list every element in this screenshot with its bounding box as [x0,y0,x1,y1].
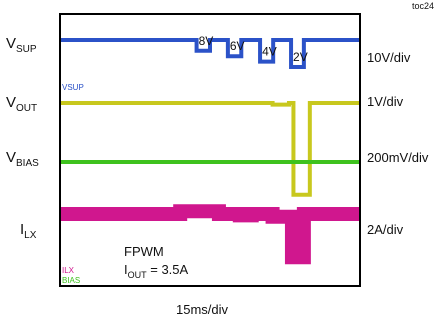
vsup-label: VSUP [6,35,37,55]
vsup-small-label: VSUP [62,83,84,92]
ilx-small-label: ILX [62,266,75,275]
vsup-step-label: 2V [293,50,308,64]
time-scale-label: 15ms/div [176,302,229,317]
plot-frame [59,13,361,287]
ilx-label: ILX [20,221,37,241]
traces [61,38,359,265]
bias-small-label: BIAS [62,276,80,285]
ilx-trace [61,204,359,265]
vsup-scale: 10V/div [367,50,411,65]
iout-annotation: IOUT = 3.5A [124,262,189,280]
vbias-label: VBIAS [6,149,39,169]
vsup-step-label: 4V [262,45,277,59]
mode-annotation: FPWM [124,244,164,259]
vout-label: VOUT [6,94,37,114]
vsup-trace [61,38,359,69]
vsup-step-label: 6V [230,39,245,53]
vout-scale: 1V/div [367,94,404,109]
vsup-step-labels: 8V 6V 4V 2V [199,34,308,64]
ilx-scale: 2A/div [367,222,404,237]
vsup-step-label: 8V [199,34,214,48]
vout-trace [61,101,359,197]
figure-id: toc24 [412,1,434,11]
vbias-scale: 200mV/div [367,150,429,165]
